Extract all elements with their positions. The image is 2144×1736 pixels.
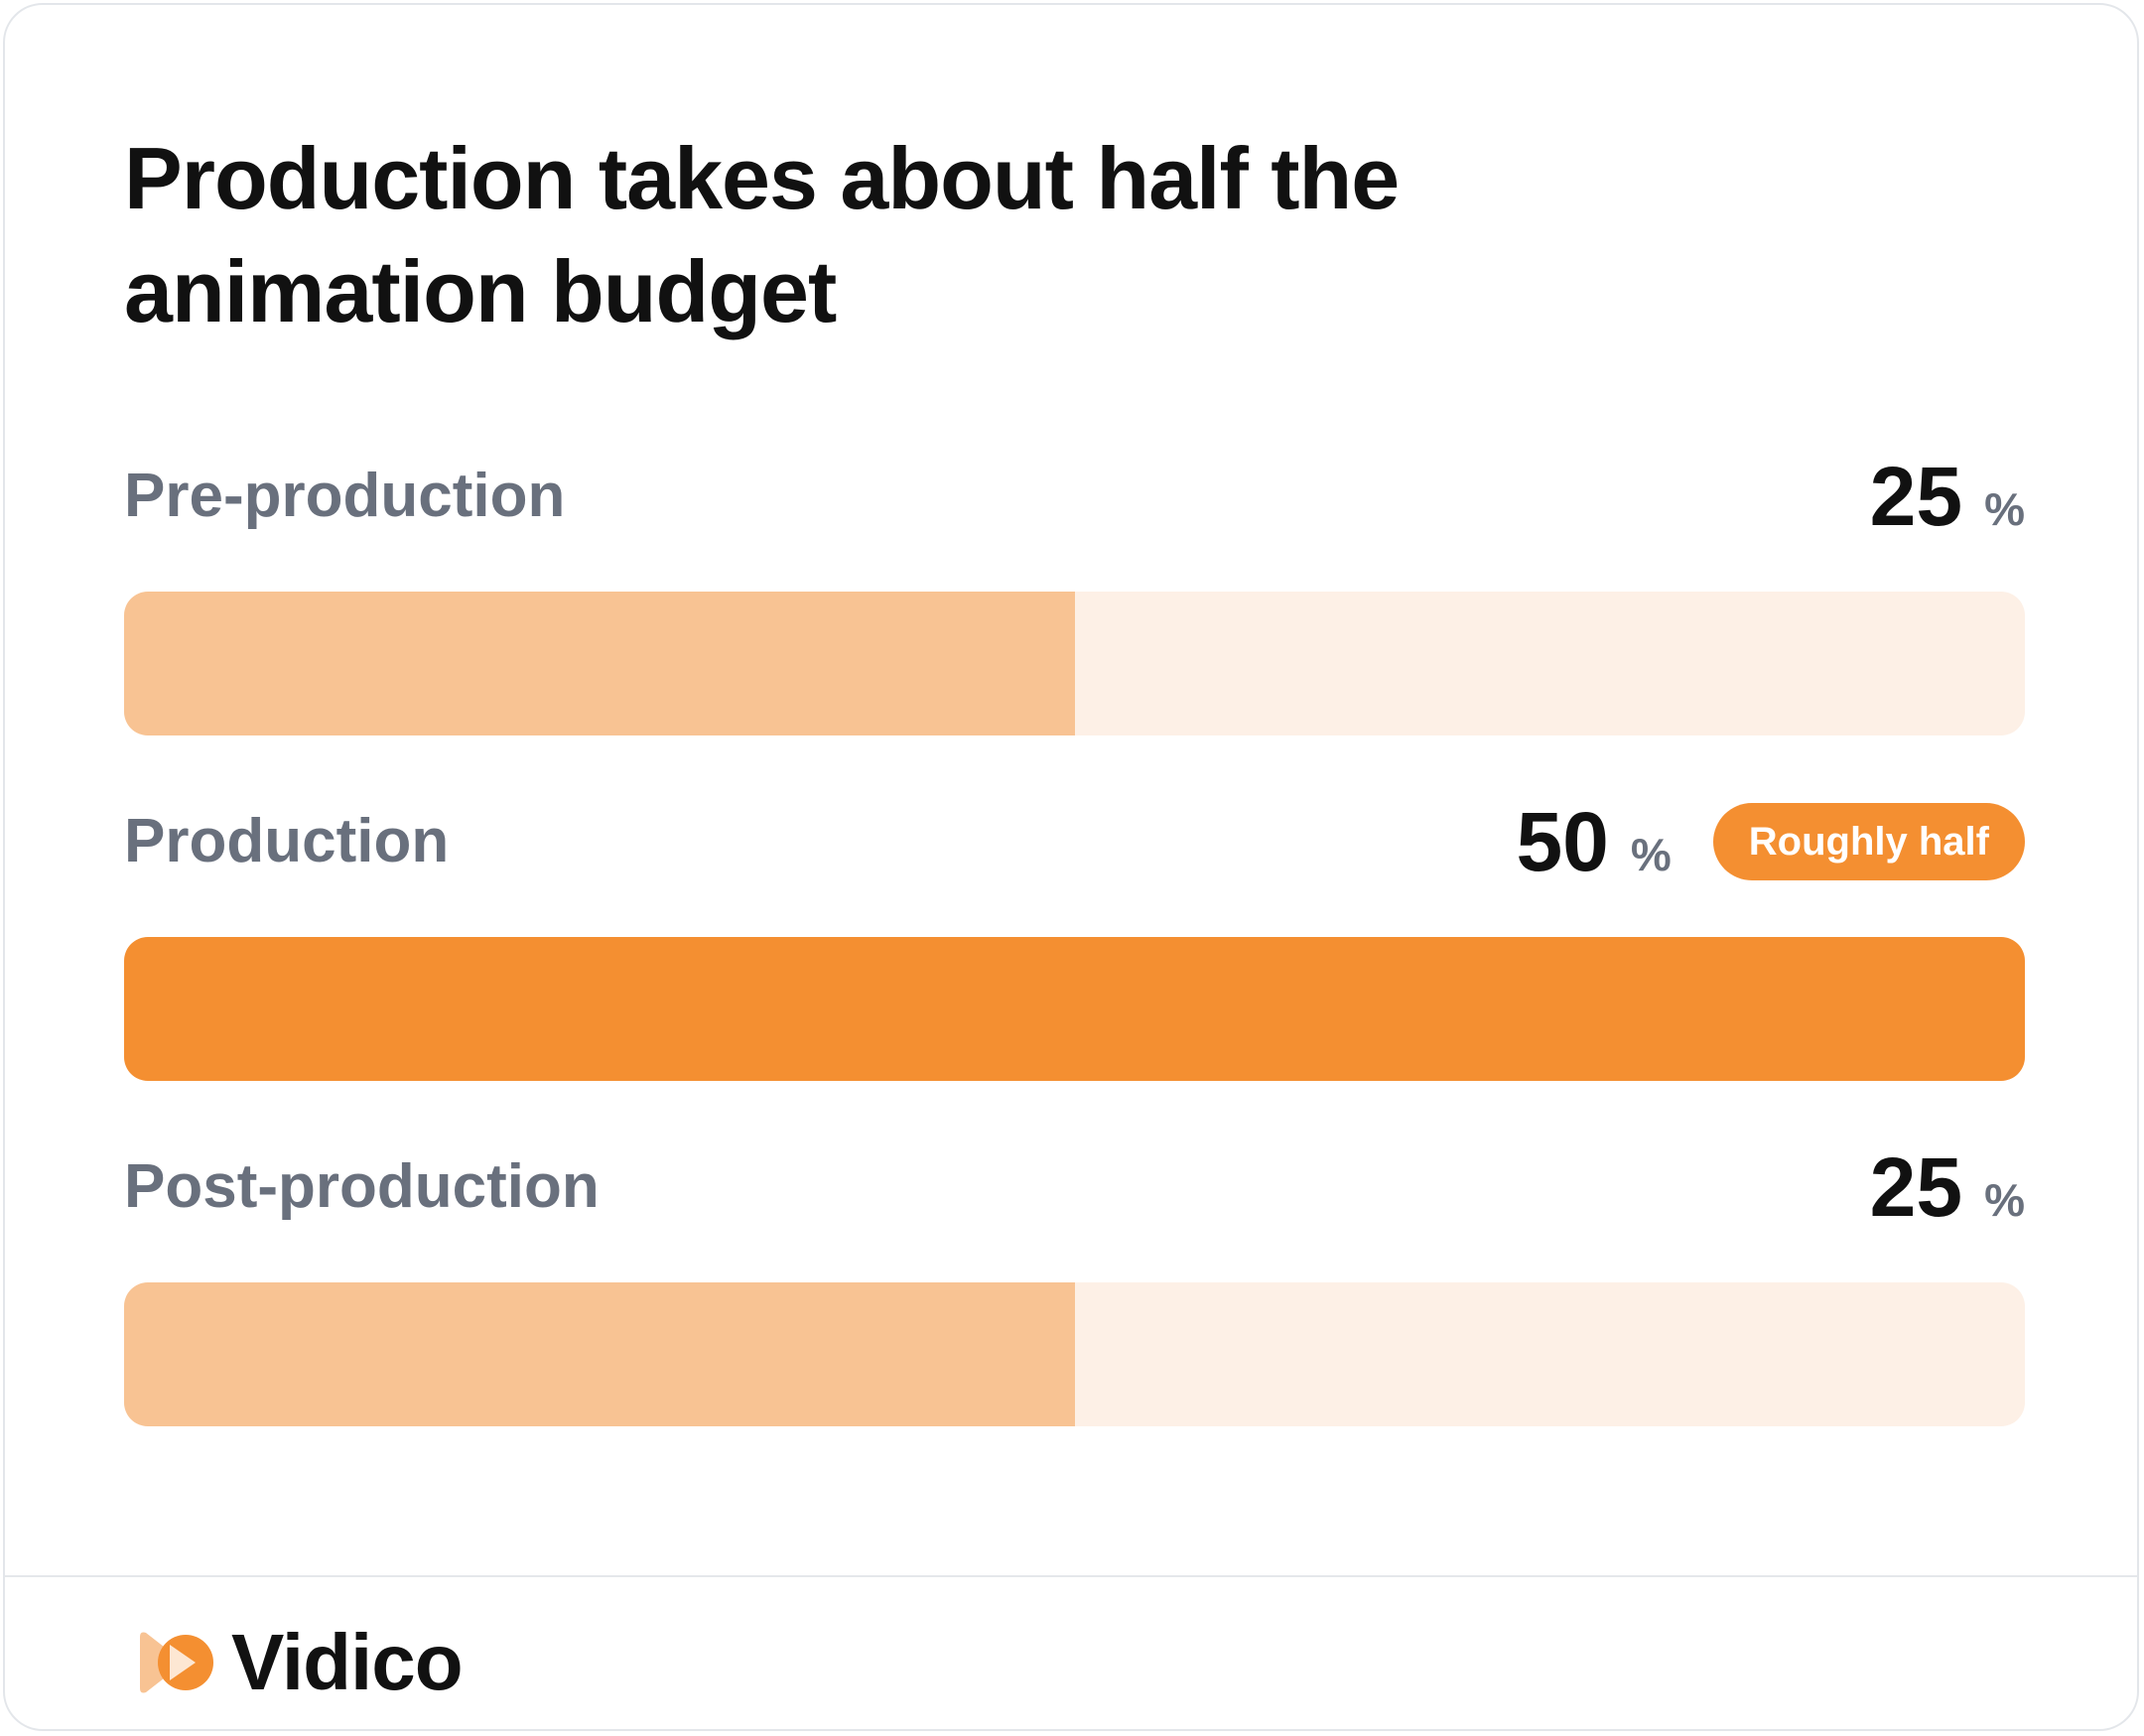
bar-value-group: 25 % xyxy=(1870,447,2025,546)
highlight-badge: Roughly half xyxy=(1712,803,2025,880)
bar-value-group: 25 % xyxy=(1870,1137,2025,1237)
bar-row-post-production: Post-production 25 % xyxy=(124,1137,2025,1426)
bar-value: 50 xyxy=(1516,795,1609,888)
bar-value: 25 xyxy=(1869,1140,1963,1234)
bar-fill xyxy=(124,1282,1075,1426)
brand-name: Vidico xyxy=(231,1618,464,1706)
bar-label: Post-production xyxy=(124,1152,600,1221)
chart-title: Production takes about half the animatio… xyxy=(124,129,1400,340)
bar-track xyxy=(124,1282,2025,1426)
bar-unit: % xyxy=(1630,829,1672,880)
brand-logo: Vidico xyxy=(134,1618,464,1706)
play-rewind-icon xyxy=(134,1631,217,1694)
bar-fill xyxy=(124,937,2025,1081)
bar-fill xyxy=(124,592,1075,735)
bar-unit: % xyxy=(1984,483,2025,535)
bar-value-group: 50 % Roughly half xyxy=(1516,792,2025,891)
bar-unit: % xyxy=(1984,1174,2025,1226)
bar-label: Production xyxy=(124,807,450,875)
bar-label: Pre-production xyxy=(124,462,566,530)
bar-track xyxy=(124,937,2025,1081)
bar-track xyxy=(124,592,2025,735)
chart-card: Production takes about half the animatio… xyxy=(3,3,2139,1731)
bar-row-pre-production: Pre-production 25 % xyxy=(124,447,2025,735)
bar-value: 25 xyxy=(1869,450,1963,543)
footer-divider xyxy=(5,1575,2137,1577)
bar-row-production: Production 50 % Roughly half xyxy=(124,792,2025,1081)
